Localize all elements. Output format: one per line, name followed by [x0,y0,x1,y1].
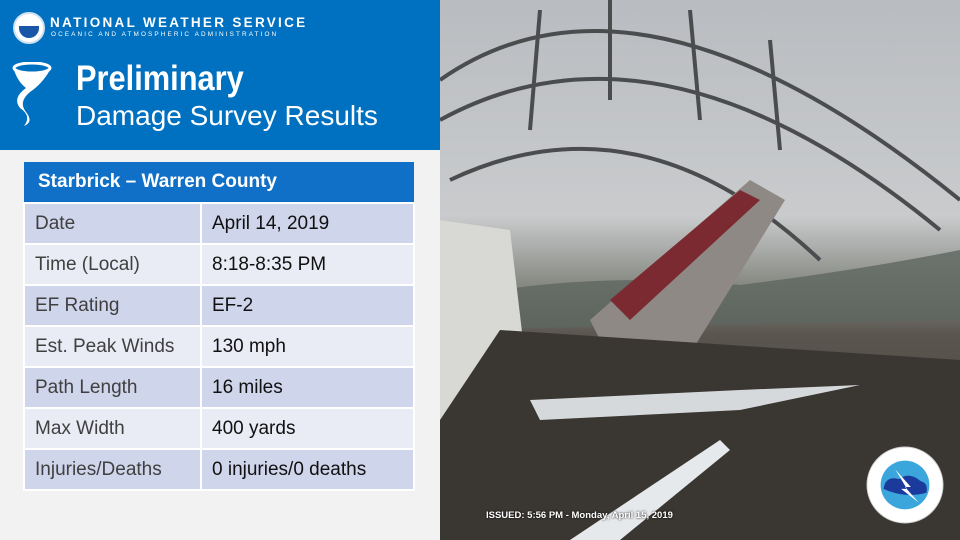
row-value: April 14, 2019 [200,202,415,245]
row-label: Est. Peak Winds [23,325,202,368]
header-banner: NATIONAL WEATHER SERVICE OCEANIC AND ATM… [0,0,440,150]
damage-photo [440,0,960,540]
row-value: EF-2 [200,284,415,327]
table-row: Time (Local) 8:18-8:35 PM [23,243,415,286]
row-label: Injuries/Deaths [23,448,202,491]
nws-logo [866,446,944,524]
row-label: Time (Local) [23,243,202,286]
row-value: 0 injuries/0 deaths [200,448,415,491]
table-row: Injuries/Deaths 0 injuries/0 deaths [23,448,415,491]
row-label: EF Rating [23,284,202,327]
issued-timestamp: ISSUED: 5:56 PM - Monday, April 15, 2019 [486,510,673,521]
row-value: 400 yards [200,407,415,450]
table-row: Date April 14, 2019 [23,202,415,245]
tornado-icon [12,62,52,126]
row-label: Date [23,202,202,245]
row-value: 130 mph [200,325,415,368]
page-title: Preliminary [76,59,244,98]
survey-table: Starbrick – Warren County Date April 14, … [23,162,415,491]
row-value: 8:18-8:35 PM [200,243,415,286]
row-value: 16 miles [200,366,415,409]
org-name: NATIONAL WEATHER SERVICE [50,15,308,30]
table-row: EF Rating EF-2 [23,284,415,327]
table-title: Starbrick – Warren County [24,162,414,203]
table-row: Max Width 400 yards [23,407,415,450]
table-row: Path Length 16 miles [23,366,415,409]
noaa-logo [13,12,45,44]
row-label: Max Width [23,407,202,450]
table-row: Est. Peak Winds 130 mph [23,325,415,368]
row-label: Path Length [23,366,202,409]
org-subtitle: OCEANIC AND ATMOSPHERIC ADMINISTRATION [51,31,279,38]
page-subtitle: Damage Survey Results [76,100,378,131]
